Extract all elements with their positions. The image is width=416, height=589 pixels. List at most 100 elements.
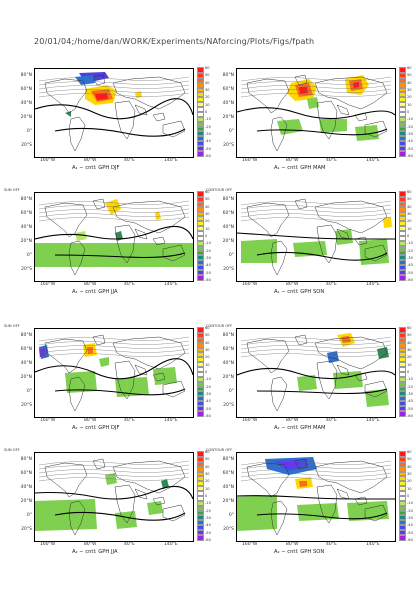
colorbar-label: -30 xyxy=(205,392,211,396)
colorbar-label: 30 xyxy=(407,88,412,92)
colorbar-swatch xyxy=(197,225,204,232)
colorbar-swatch xyxy=(399,76,406,84)
colorbar-label: -60 xyxy=(205,154,211,158)
anomaly-region xyxy=(115,511,137,529)
colorbar-label: -20 xyxy=(205,384,211,389)
colorbar-label: -20 xyxy=(407,384,413,389)
colorbar-label: -30 xyxy=(205,132,211,136)
coastline xyxy=(354,496,368,506)
coastline xyxy=(270,500,288,536)
anomaly-region xyxy=(87,347,93,354)
map-plot-area xyxy=(34,68,194,158)
colorbar-label: -50 xyxy=(407,530,413,535)
colorbar-swatch xyxy=(399,494,406,502)
colorbar-label: 40 xyxy=(205,340,210,345)
colorbar-swatch xyxy=(399,145,406,152)
colorbar-label: -30 xyxy=(407,132,413,136)
contour-line xyxy=(240,352,392,358)
anomaly-region xyxy=(75,75,95,85)
colorbar-swatch xyxy=(399,135,406,143)
coastline xyxy=(68,376,86,412)
colorbar-swatch xyxy=(197,405,204,412)
anomaly-region xyxy=(95,93,108,100)
anomaly-region xyxy=(237,495,277,531)
colorbar-swatch xyxy=(197,106,204,113)
colorbar-label: 20 xyxy=(205,355,210,360)
colorbar-swatch xyxy=(197,519,204,527)
colorbar-swatch xyxy=(197,273,204,281)
lon-tick-label: 160°W xyxy=(242,418,258,423)
colorbar-swatch xyxy=(399,524,406,531)
coastline xyxy=(44,338,88,374)
colorbar-swatch xyxy=(197,409,204,417)
colorbar-label: -40 xyxy=(205,263,211,268)
lat-tick-label: 20°N xyxy=(222,499,234,504)
colorbar-swatch xyxy=(197,390,204,398)
colorbar-swatch xyxy=(197,120,204,128)
colorbar-label: 40 xyxy=(205,80,210,85)
colorbar-label: 50 xyxy=(205,457,210,462)
contour-line xyxy=(38,88,190,94)
colorbar-label: 20 xyxy=(205,219,210,224)
contour-line xyxy=(38,344,190,350)
colorbar-swatch xyxy=(399,254,406,262)
lon-tick-label: 160°W xyxy=(40,542,56,547)
colorbar-label: 60 xyxy=(205,190,210,194)
lat-tick-label: 40°N xyxy=(20,485,32,490)
anomaly-region xyxy=(297,375,317,391)
colorbar-label: 60 xyxy=(407,326,412,330)
lat-tick-label: 20°N xyxy=(222,239,234,244)
lon-tick-label: 40°E xyxy=(326,542,337,547)
colorbar-swatch xyxy=(197,480,204,488)
colorbar-swatch xyxy=(197,230,204,237)
coastline xyxy=(364,380,388,398)
anomaly-region xyxy=(327,351,339,363)
contour-line xyxy=(240,340,392,346)
colorbar-swatch xyxy=(399,336,406,344)
contour-line xyxy=(38,92,190,98)
colorbar-swatch xyxy=(197,470,204,478)
panel-caption: A₂ − cntl: GPH MAM xyxy=(274,425,326,431)
lon-tick-label: 140°E xyxy=(164,542,178,547)
contour-line xyxy=(240,204,392,210)
colorbar-label: -60 xyxy=(407,538,413,542)
colorbar-swatch xyxy=(399,504,406,512)
coastline xyxy=(294,198,308,210)
coastline xyxy=(314,336,388,370)
colorbar-label: 0 xyxy=(407,494,410,498)
colorbar-swatch xyxy=(399,210,406,218)
colorbar-swatch xyxy=(399,191,406,198)
colorbar-swatch xyxy=(197,385,204,393)
contour-line xyxy=(240,92,392,98)
lat-tick-label: 80°N xyxy=(222,457,234,462)
colorbar-swatch xyxy=(399,395,406,403)
colorbar-label: -20 xyxy=(205,124,211,129)
lon-tick-label: 160°W xyxy=(40,418,56,423)
colorbar-swatch xyxy=(197,195,204,203)
coastline xyxy=(316,484,338,524)
lat-tick-label: 80°N xyxy=(222,197,234,202)
colorbar-swatch xyxy=(399,405,406,412)
lat-tick-label: 20°S xyxy=(21,403,32,408)
colorbar-label: 10 xyxy=(205,486,210,491)
colorbar-label: 40 xyxy=(407,464,412,469)
lon-tick-label: 80°W xyxy=(84,418,97,423)
lon-tick-label: 80°W xyxy=(84,542,97,547)
colorbar xyxy=(399,67,406,157)
map-plot-area xyxy=(236,452,396,542)
colorbar-swatch xyxy=(399,465,406,473)
colorbar-swatch xyxy=(197,451,204,458)
colorbar-swatch xyxy=(197,254,204,262)
coastline xyxy=(112,76,186,110)
colorbar-label: 20 xyxy=(407,95,412,100)
coastline xyxy=(246,462,290,498)
anomaly-region xyxy=(161,479,169,489)
colorbar-label: -30 xyxy=(407,516,413,520)
contour-line xyxy=(240,344,392,350)
colorbar-swatch xyxy=(197,215,204,223)
colorbar-swatch xyxy=(197,485,204,492)
colorbar-swatch xyxy=(399,67,406,74)
contour-line xyxy=(38,336,190,342)
colorbar-label: 0 xyxy=(407,110,410,114)
anomaly-region xyxy=(297,503,339,521)
